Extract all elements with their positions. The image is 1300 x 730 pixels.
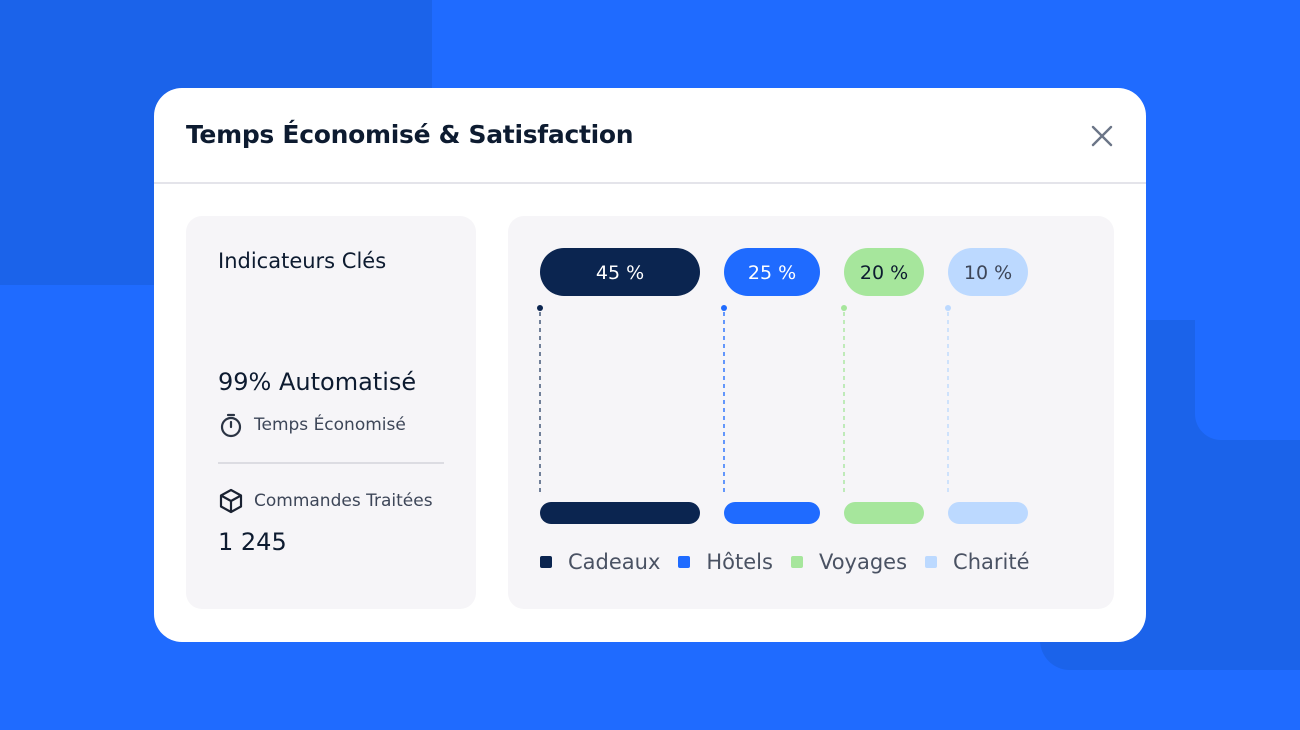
divider xyxy=(218,462,444,464)
data-label: 10 % xyxy=(964,262,1012,284)
orders-count: 1 245 xyxy=(218,528,287,556)
legend-swatch xyxy=(678,556,691,568)
legend-item-cadeaux: Cadeaux xyxy=(540,550,660,574)
automation-value: 99% Automatisé xyxy=(218,368,417,396)
legend-label: Hôtels xyxy=(706,550,773,574)
value-pill xyxy=(844,248,924,296)
box-icon xyxy=(219,488,243,514)
close-icon xyxy=(1091,125,1113,147)
chart-column-hôtels: 25 % xyxy=(721,248,820,524)
marker-dot xyxy=(721,305,727,311)
marker-dot xyxy=(945,305,951,311)
kpi-card: Indicateurs Clés 99% Automatisé Temps Éc… xyxy=(186,216,476,609)
legend-label: Charité xyxy=(953,550,1030,574)
data-label: 45 % xyxy=(596,262,644,284)
marker-dot xyxy=(841,305,847,311)
time-saved-label: Temps Économisé xyxy=(254,415,406,435)
legend-swatch xyxy=(540,556,552,568)
legend-swatch xyxy=(790,556,803,568)
chart-legend: Cadeaux Hôtels Voyages Charité xyxy=(540,550,1048,574)
stopwatch-icon xyxy=(220,413,242,438)
orders-label: Commandes Traitées xyxy=(254,491,433,511)
distribution-chart: 45 % 25 % 20 % 10 % xyxy=(537,248,1028,524)
legend-label: Cadeaux xyxy=(568,550,661,574)
marker-dot xyxy=(537,305,543,311)
data-label: 20 % xyxy=(860,262,908,284)
value-pill xyxy=(540,248,700,296)
chart-column-charité: 10 % xyxy=(945,248,1028,524)
dialog-header: Temps Économisé & Satisfaction xyxy=(154,88,1146,184)
value-pill xyxy=(948,248,1028,296)
legend-swatch xyxy=(925,556,938,568)
data-label: 25 % xyxy=(748,262,796,284)
background-shape xyxy=(1195,315,1300,440)
kpi-heading: Indicateurs Clés xyxy=(218,249,387,273)
legend-item-hôtels: Hôtels xyxy=(678,550,773,574)
value-pill xyxy=(724,248,820,296)
bar-cadeaux xyxy=(540,502,700,524)
bar-voyages xyxy=(844,502,924,524)
close-button[interactable] xyxy=(1088,122,1116,150)
time-saved-row: Temps Économisé xyxy=(218,412,406,438)
orders-row: Commandes Traitées xyxy=(218,488,433,514)
bar-hôtels xyxy=(724,502,820,524)
chart-column-cadeaux: 45 % xyxy=(537,248,700,524)
dialog-title: Temps Économisé & Satisfaction xyxy=(186,120,634,149)
legend-label: Voyages xyxy=(818,550,908,574)
chart-card: 45 % 25 % 20 % 10 % Cadeaux Hôtels Voyages Cha… xyxy=(508,216,1114,609)
bar-charité xyxy=(948,502,1028,524)
legend-item-charité: Charité xyxy=(925,550,1030,574)
legend-item-voyages: Voyages xyxy=(790,550,908,574)
dialog: Temps Économisé & Satisfaction Indicateu… xyxy=(154,88,1146,642)
chart-column-voyages: 20 % xyxy=(841,248,924,524)
